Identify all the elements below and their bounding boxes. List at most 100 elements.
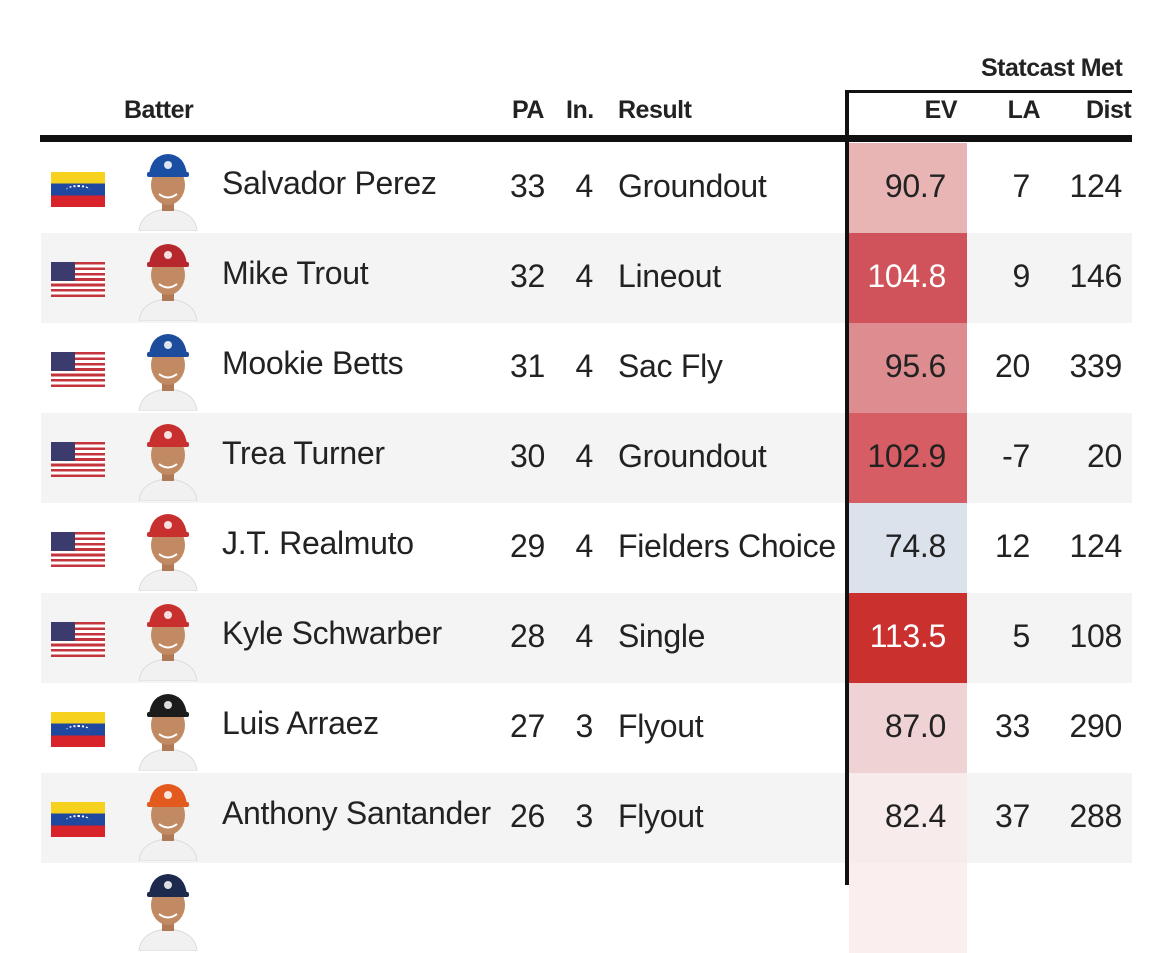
dist-value: 124 bbox=[1069, 528, 1123, 564]
ev-value: 113.5 bbox=[869, 618, 947, 654]
la-value: 12 bbox=[995, 528, 1030, 564]
player-headshot-avatar bbox=[138, 784, 198, 861]
usa-flag-icon bbox=[51, 352, 105, 387]
flag-stars bbox=[66, 725, 90, 735]
flag-canton bbox=[51, 352, 75, 371]
player-name: Mike Trout bbox=[222, 255, 369, 291]
batter-column-header[interactable]: Batter bbox=[124, 96, 194, 124]
player-name: J.T. Realmuto bbox=[222, 525, 414, 561]
pa-value: 28 bbox=[510, 618, 545, 654]
inning-value: 4 bbox=[575, 348, 594, 384]
flag-stars bbox=[66, 815, 90, 825]
flag-canton bbox=[51, 622, 75, 641]
venezuela-flag-icon bbox=[51, 172, 105, 207]
ev-value: 87.0 bbox=[884, 708, 946, 744]
player-headshot-avatar bbox=[138, 874, 198, 951]
result-value: Groundout bbox=[618, 438, 767, 474]
inning-value: 3 bbox=[575, 708, 594, 744]
result-column-header[interactable]: Result bbox=[618, 96, 692, 124]
ev-value: 82.4 bbox=[884, 798, 946, 834]
ev-value: 102.9 bbox=[867, 438, 946, 474]
ev-heat-cell bbox=[849, 323, 967, 413]
la-value: 9 bbox=[1012, 258, 1031, 294]
table-row[interactable]: J.T. Realmuto 29 4 Fielders Choice 74.8 12 124 bbox=[0, 503, 1132, 593]
la-value: 33 bbox=[995, 708, 1030, 744]
header-divider bbox=[40, 135, 1132, 142]
usa-flag-icon bbox=[51, 622, 105, 657]
player-headshot-avatar bbox=[138, 424, 198, 501]
inning-value: 4 bbox=[575, 258, 594, 294]
player-headshot-avatar bbox=[138, 514, 198, 591]
player-headshot-avatar bbox=[138, 244, 198, 321]
dist-value: 108 bbox=[1069, 618, 1123, 654]
dist-value: 124 bbox=[1069, 168, 1123, 204]
pa-value: 30 bbox=[510, 438, 545, 474]
la-value: 7 bbox=[1012, 168, 1031, 204]
ev-value: 74.8 bbox=[884, 528, 946, 564]
dist-column-header[interactable]: Dist bbox=[1086, 96, 1132, 124]
pa-value: 27 bbox=[510, 708, 545, 744]
usa-flag-icon bbox=[51, 442, 105, 477]
pa-value: 33 bbox=[510, 168, 545, 204]
ev-column-header[interactable]: EV bbox=[924, 96, 958, 124]
pa-value: 26 bbox=[510, 798, 545, 834]
la-value: 20 bbox=[995, 348, 1030, 384]
la-value: 5 bbox=[1012, 618, 1031, 654]
usa-flag-icon bbox=[51, 262, 105, 297]
player-headshot-avatar bbox=[138, 334, 198, 411]
table-row[interactable]: Luis Arraez 27 3 Flyout 87.0 33 290 bbox=[0, 683, 1132, 773]
flag-canton bbox=[51, 532, 75, 551]
table-row[interactable] bbox=[0, 863, 1132, 953]
dist-value: 20 bbox=[1087, 438, 1122, 474]
inning-value: 4 bbox=[575, 528, 594, 564]
result-value: Sac Fly bbox=[618, 348, 723, 384]
la-column-header[interactable]: LA bbox=[1007, 96, 1041, 124]
result-value: Flyout bbox=[618, 798, 704, 834]
usa-flag-icon bbox=[51, 532, 105, 567]
player-name: Trea Turner bbox=[222, 435, 385, 471]
table-row[interactable]: Mike Trout 32 4 Lineout 104.8 9 146 bbox=[0, 233, 1132, 323]
player-name: Mookie Betts bbox=[222, 345, 404, 381]
flag-stars bbox=[66, 185, 90, 195]
flag-canton bbox=[51, 262, 75, 281]
player-headshot-avatar bbox=[138, 604, 198, 681]
inning-value: 3 bbox=[575, 798, 594, 834]
player-name: Kyle Schwarber bbox=[222, 615, 442, 651]
dist-value: 339 bbox=[1069, 348, 1123, 384]
right-crop-edge bbox=[1132, 0, 1170, 885]
ev-heat-cell bbox=[849, 773, 967, 863]
table-row[interactable]: Anthony Santander 26 3 Flyout 82.4 37 288 bbox=[0, 773, 1132, 863]
la-value: 37 bbox=[995, 798, 1030, 834]
result-value: Groundout bbox=[618, 168, 767, 204]
inning-value: 4 bbox=[575, 168, 594, 204]
ev-heat-cell bbox=[849, 233, 967, 323]
dist-value: 146 bbox=[1069, 258, 1123, 294]
table-row[interactable]: Trea Turner 30 4 Groundout 102.9 -7 20 bbox=[0, 413, 1132, 503]
ev-value: 90.7 bbox=[884, 168, 946, 204]
player-headshot-avatar bbox=[138, 694, 198, 771]
inning-value: 4 bbox=[575, 438, 594, 474]
result-value: Single bbox=[618, 618, 706, 654]
result-value: Flyout bbox=[618, 708, 704, 744]
pa-column-header[interactable]: PA bbox=[512, 96, 544, 124]
ev-value: 95.6 bbox=[884, 348, 946, 384]
venezuela-flag-icon bbox=[51, 712, 105, 747]
player-headshot-avatar bbox=[138, 154, 198, 231]
ev-heat-cell bbox=[849, 143, 967, 233]
player-name: Anthony Santander bbox=[222, 795, 491, 831]
result-value: Fielders Choice bbox=[618, 528, 836, 564]
statcast-box-top-border bbox=[845, 90, 1132, 93]
player-name: Luis Arraez bbox=[222, 705, 379, 741]
table-row[interactable]: Kyle Schwarber 28 4 Single 113.5 5 108 bbox=[0, 593, 1132, 683]
table-row[interactable]: Mookie Betts 31 4 Sac Fly 95.6 20 339 bbox=[0, 323, 1132, 413]
pa-value: 32 bbox=[510, 258, 545, 294]
pa-value: 29 bbox=[510, 528, 545, 564]
player-name: Salvador Perez bbox=[222, 165, 437, 201]
ev-heat-cell bbox=[849, 863, 967, 953]
ev-heat-cell bbox=[849, 683, 967, 773]
table-row[interactable]: Salvador Perez 33 4 Groundout 90.7 7 124 bbox=[0, 143, 1132, 233]
inning-column-header[interactable]: In. bbox=[566, 96, 594, 124]
dist-value: 288 bbox=[1069, 798, 1123, 834]
result-value: Lineout bbox=[618, 258, 721, 294]
ev-value: 104.8 bbox=[867, 258, 946, 294]
